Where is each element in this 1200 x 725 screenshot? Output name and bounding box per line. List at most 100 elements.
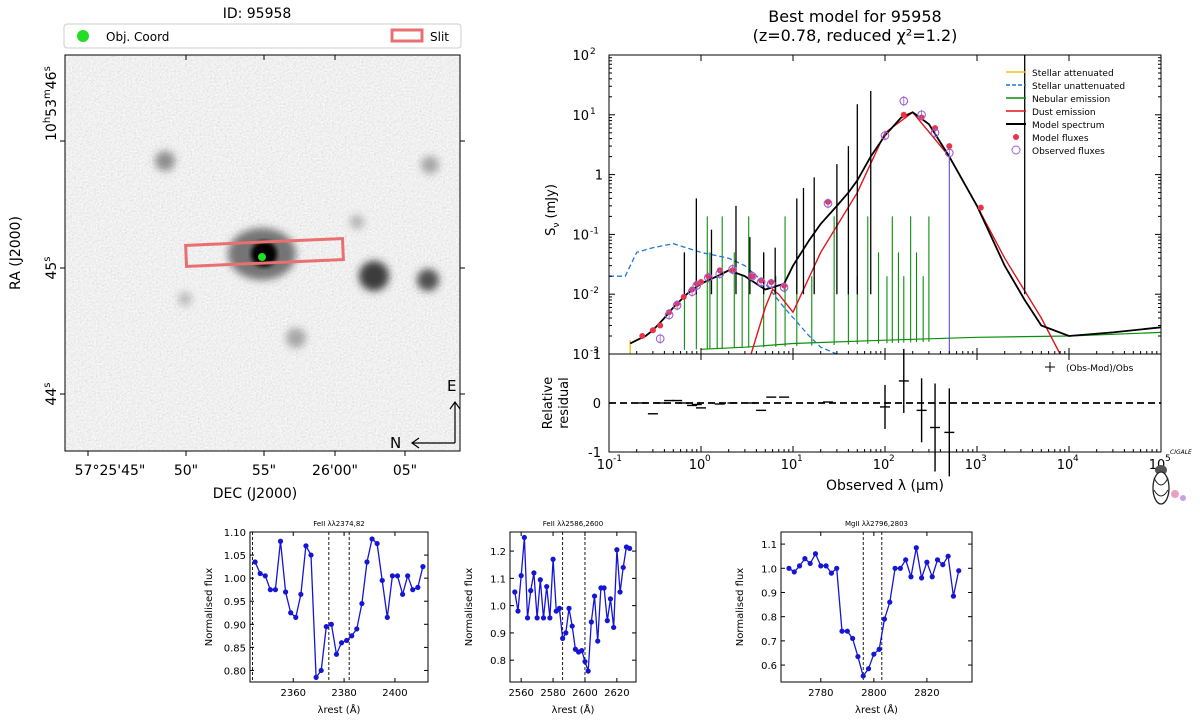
- legend-label: Model fluxes: [1032, 134, 1089, 144]
- compass-east: E: [447, 377, 456, 395]
- spectrum-xlabel: λrest (Å): [552, 703, 595, 716]
- model-flux-point: [900, 111, 907, 118]
- spectrum-point: [277, 538, 284, 544]
- spectrum-point: [818, 563, 824, 569]
- spectrum-point: [828, 570, 835, 576]
- sed-title-line2: (z=0.78, reduced χ²=1.2): [753, 26, 958, 45]
- legend-label: Dust emission: [1032, 108, 1096, 118]
- image-xtick-label: 26'00": [312, 463, 358, 479]
- spectrum-point: [560, 635, 566, 641]
- spectrum-point: [364, 559, 370, 565]
- spectrum-point: [293, 614, 299, 620]
- spectrum-ytick-label: 0.9: [490, 629, 506, 640]
- model-flux-point: [977, 204, 984, 211]
- sed-panel: Best model for 95958 (z=0.78, reduced χ²…: [544, 7, 1171, 473]
- spectrum-point: [871, 651, 877, 657]
- stellar-unattenuated-line: [609, 243, 838, 354]
- spectrum-point: [591, 593, 598, 599]
- image-xtick-label: 05": [393, 463, 417, 479]
- spectrum-point: [945, 553, 951, 559]
- residual-ytick-label: -1: [588, 446, 601, 461]
- spectrum-panel-mgii-2796: MgII λλ2796,2803 2780 2800 2820 0.6 0.7 0.8 0.9…: [735, 520, 973, 716]
- sed-xtick-label: 10: [781, 458, 798, 473]
- image-yticks: 10h53m46s 45s 44s: [42, 66, 465, 406]
- spectrum-xlabel: λrest (Å): [318, 703, 361, 716]
- residual-legend: (Obs-Mod)/Obs: [1045, 362, 1134, 374]
- spectrum-ytick-label: 0.95: [224, 597, 246, 608]
- spectrum-point: [876, 646, 882, 652]
- spectrum-point: [344, 637, 350, 644]
- residual-ylabel-line2: residual: [557, 377, 572, 429]
- spectrum-ytick-label: 0.80: [224, 666, 246, 677]
- residual-ytick-label: 0: [593, 397, 601, 412]
- spectrum-point: [415, 584, 421, 590]
- spectrum-ytick-label: 0.8: [761, 613, 777, 624]
- residual-legend-label: (Obs-Mod)/Obs: [1066, 364, 1134, 374]
- sed-ytick-exponent: -1: [590, 226, 599, 236]
- model-spectrum-line: [629, 111, 1161, 345]
- slit-rectangle: [184, 236, 345, 268]
- spectrum-point: [272, 587, 279, 593]
- spectrum-xtick-label: 2800: [861, 688, 886, 699]
- legend-label: Model spectrum: [1032, 121, 1104, 131]
- spectrum-point: [550, 556, 556, 562]
- spectrum-point: [860, 673, 866, 679]
- spectrum-point: [934, 557, 941, 563]
- spectrum-point: [579, 648, 585, 654]
- compass-arrow-icon: [410, 437, 420, 449]
- spectrum-point: [924, 559, 930, 565]
- spectrum-point: [389, 573, 395, 579]
- sed-xtick-exponent: 1: [797, 454, 803, 464]
- spectrum-point: [534, 615, 540, 621]
- spectrum-point: [521, 534, 527, 541]
- spectrum-ytick-label: 0.7: [761, 637, 777, 648]
- spectrum-point: [844, 628, 850, 634]
- image-ytick-label-45s: 45s: [42, 256, 60, 279]
- spectrum-panel-feii-2586: FeII λλ2586,2600 2560 2580 2600 2620 0.8 0.9 1.…: [464, 520, 637, 716]
- spectrum-point: [349, 633, 355, 639]
- image-legend-box: [63, 23, 462, 49]
- spectrum-point: [913, 545, 919, 551]
- spectrum-ylabel: Normalised flux: [464, 568, 475, 646]
- spectrum-point: [515, 608, 521, 614]
- image-xtick-label: 57°25'45": [75, 463, 146, 479]
- spectrum-frame: [249, 531, 429, 683]
- spectrum-point: [420, 564, 426, 570]
- spectrum-point: [786, 565, 792, 571]
- objcoord-marker-icon: [77, 30, 89, 42]
- sky-image-panel: ID: 95958 Obj. Coord Slit: [8, 6, 465, 502]
- spectrum-point: [298, 591, 304, 597]
- spectrum-point: [288, 610, 294, 616]
- image-title: ID: 95958: [223, 6, 292, 22]
- spectrum-point: [379, 577, 385, 584]
- spectrum-panel-feii-2374: FeII λλ2374,82 2360 2380 2400 0.80 0.85 0.90 0.…: [204, 520, 429, 716]
- spectrum-ytick-label: 0.90: [224, 620, 246, 631]
- spectrum-xtick-label: 2580: [540, 688, 565, 699]
- spectrum-xtick-label: 2620: [604, 688, 629, 699]
- sed-xtick-label: 10: [873, 458, 890, 473]
- spectrum-ytick-label: 1.1: [490, 574, 506, 585]
- spectrum-point: [524, 615, 531, 621]
- spectrum-point: [950, 593, 957, 599]
- spectrum-point: [940, 562, 946, 568]
- sed-ytick-label: 10: [572, 288, 589, 303]
- residual-frame: [608, 353, 1162, 453]
- spectrum-point: [257, 570, 263, 577]
- legend-marker-model-flux: [1013, 134, 1019, 140]
- spectrum-ytick-label: 1.00: [224, 574, 246, 585]
- spectrum-point: [531, 570, 537, 576]
- sed-xtick-exponent: 2: [889, 454, 895, 464]
- spectrum-ytick-label: 0.85: [224, 643, 246, 654]
- spectrum-point: [252, 559, 258, 565]
- sed-xtick-exponent: 3: [981, 454, 987, 464]
- spectrum-xtick-label: 2360: [281, 688, 306, 699]
- legend-marker-obs-flux: [1011, 145, 1021, 155]
- legend-slit: Slit: [430, 30, 449, 44]
- spectrum-ytick-label: 1.10: [224, 528, 246, 539]
- sed-ytick-exponent: -3: [590, 346, 599, 356]
- spectrum-point: [892, 565, 898, 571]
- spectrum-point: [595, 638, 601, 644]
- spectrum-point: [318, 667, 324, 674]
- spectrum-point: [338, 640, 345, 646]
